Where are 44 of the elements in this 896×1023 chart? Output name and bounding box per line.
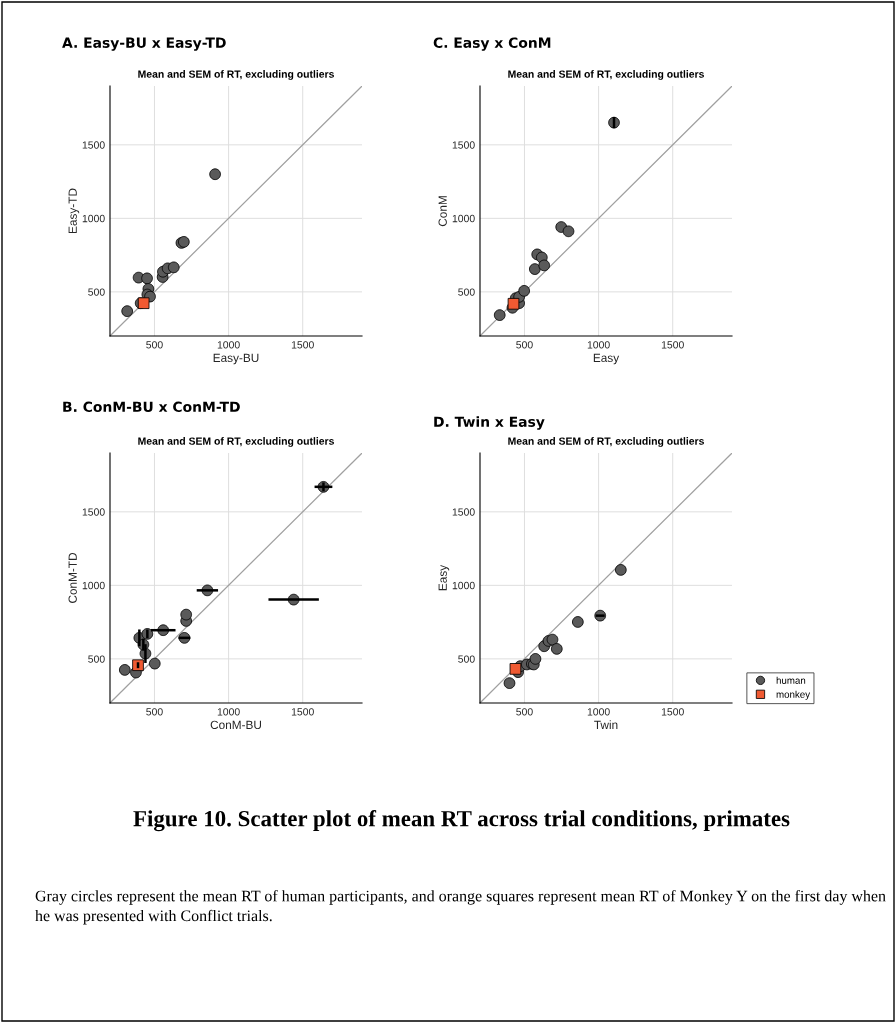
x-tick-label: 500 xyxy=(516,341,533,349)
y-tick-label: 500 xyxy=(458,655,475,663)
y-axis-title: ConM-TD xyxy=(68,552,77,603)
legend-label: monkey xyxy=(776,690,811,700)
y-tick-label: 500 xyxy=(88,655,105,663)
x-tick-label: 500 xyxy=(146,708,163,716)
x-tick-label: 1500 xyxy=(291,341,314,349)
x-axis-title: Easy xyxy=(593,353,620,365)
x-tick-label: 1000 xyxy=(587,341,610,349)
chart-title: A. Easy-BU x Easy-TD xyxy=(62,37,226,51)
chart-subtitle: Mean and SEM of RT, excluding outliers xyxy=(508,70,704,80)
x-tick-label: 500 xyxy=(516,708,533,716)
y-axis-title: ConM xyxy=(438,196,447,227)
chart-subtitle: Mean and SEM of RT, excluding outliers xyxy=(508,437,704,447)
x-tick-label: 1500 xyxy=(661,708,684,716)
text: Gray circles represent the mean RT of human participants, and orange squares represent mean RT of Monkey Y on the first day when he was presented with Conflict trials. xyxy=(35,890,886,925)
x-tick-label: 1500 xyxy=(291,708,314,716)
y-axis-title: Easy-TD xyxy=(68,188,80,233)
y-tick-label: 1000 xyxy=(82,581,105,590)
y-tick-label: 500 xyxy=(88,288,105,296)
chart-title: D. Twin x Easy xyxy=(434,416,545,430)
y-tick-label: 1000 xyxy=(82,214,105,223)
x-tick-label: 1000 xyxy=(587,708,610,716)
x-axis-title: ConM-BU xyxy=(210,720,261,730)
chart-title: B. ConM-BU x ConM-TD xyxy=(63,401,240,413)
x-axis-title: Easy-BU xyxy=(213,353,259,365)
chart-title: C. Easy x ConM xyxy=(433,37,551,51)
chart-subtitle: Mean and SEM of RT, excluding outliers xyxy=(138,70,334,80)
x-tick-label: 1500 xyxy=(661,341,684,349)
text: Figure 10. Scatter plot of mean RT across trial conditions, primates xyxy=(133,810,790,832)
y-axis-title: Easy xyxy=(438,564,450,591)
x-tick-label: 1000 xyxy=(217,341,240,349)
y-tick-label: 1500 xyxy=(82,141,105,149)
y-tick-label: 1500 xyxy=(452,141,475,149)
y-tick-label: 500 xyxy=(458,288,475,296)
legend-label: human xyxy=(776,676,806,684)
x-tick-label: 1000 xyxy=(217,708,240,716)
x-tick-label: 500 xyxy=(146,341,163,349)
y-tick-label: 1500 xyxy=(82,508,105,516)
x-axis-title: Twin xyxy=(594,720,618,729)
y-tick-label: 1500 xyxy=(452,508,475,516)
chart-subtitle: Mean and SEM of RT, excluding outliers xyxy=(138,437,334,447)
y-tick-label: 1000 xyxy=(452,581,475,590)
y-tick-label: 1000 xyxy=(452,214,475,223)
